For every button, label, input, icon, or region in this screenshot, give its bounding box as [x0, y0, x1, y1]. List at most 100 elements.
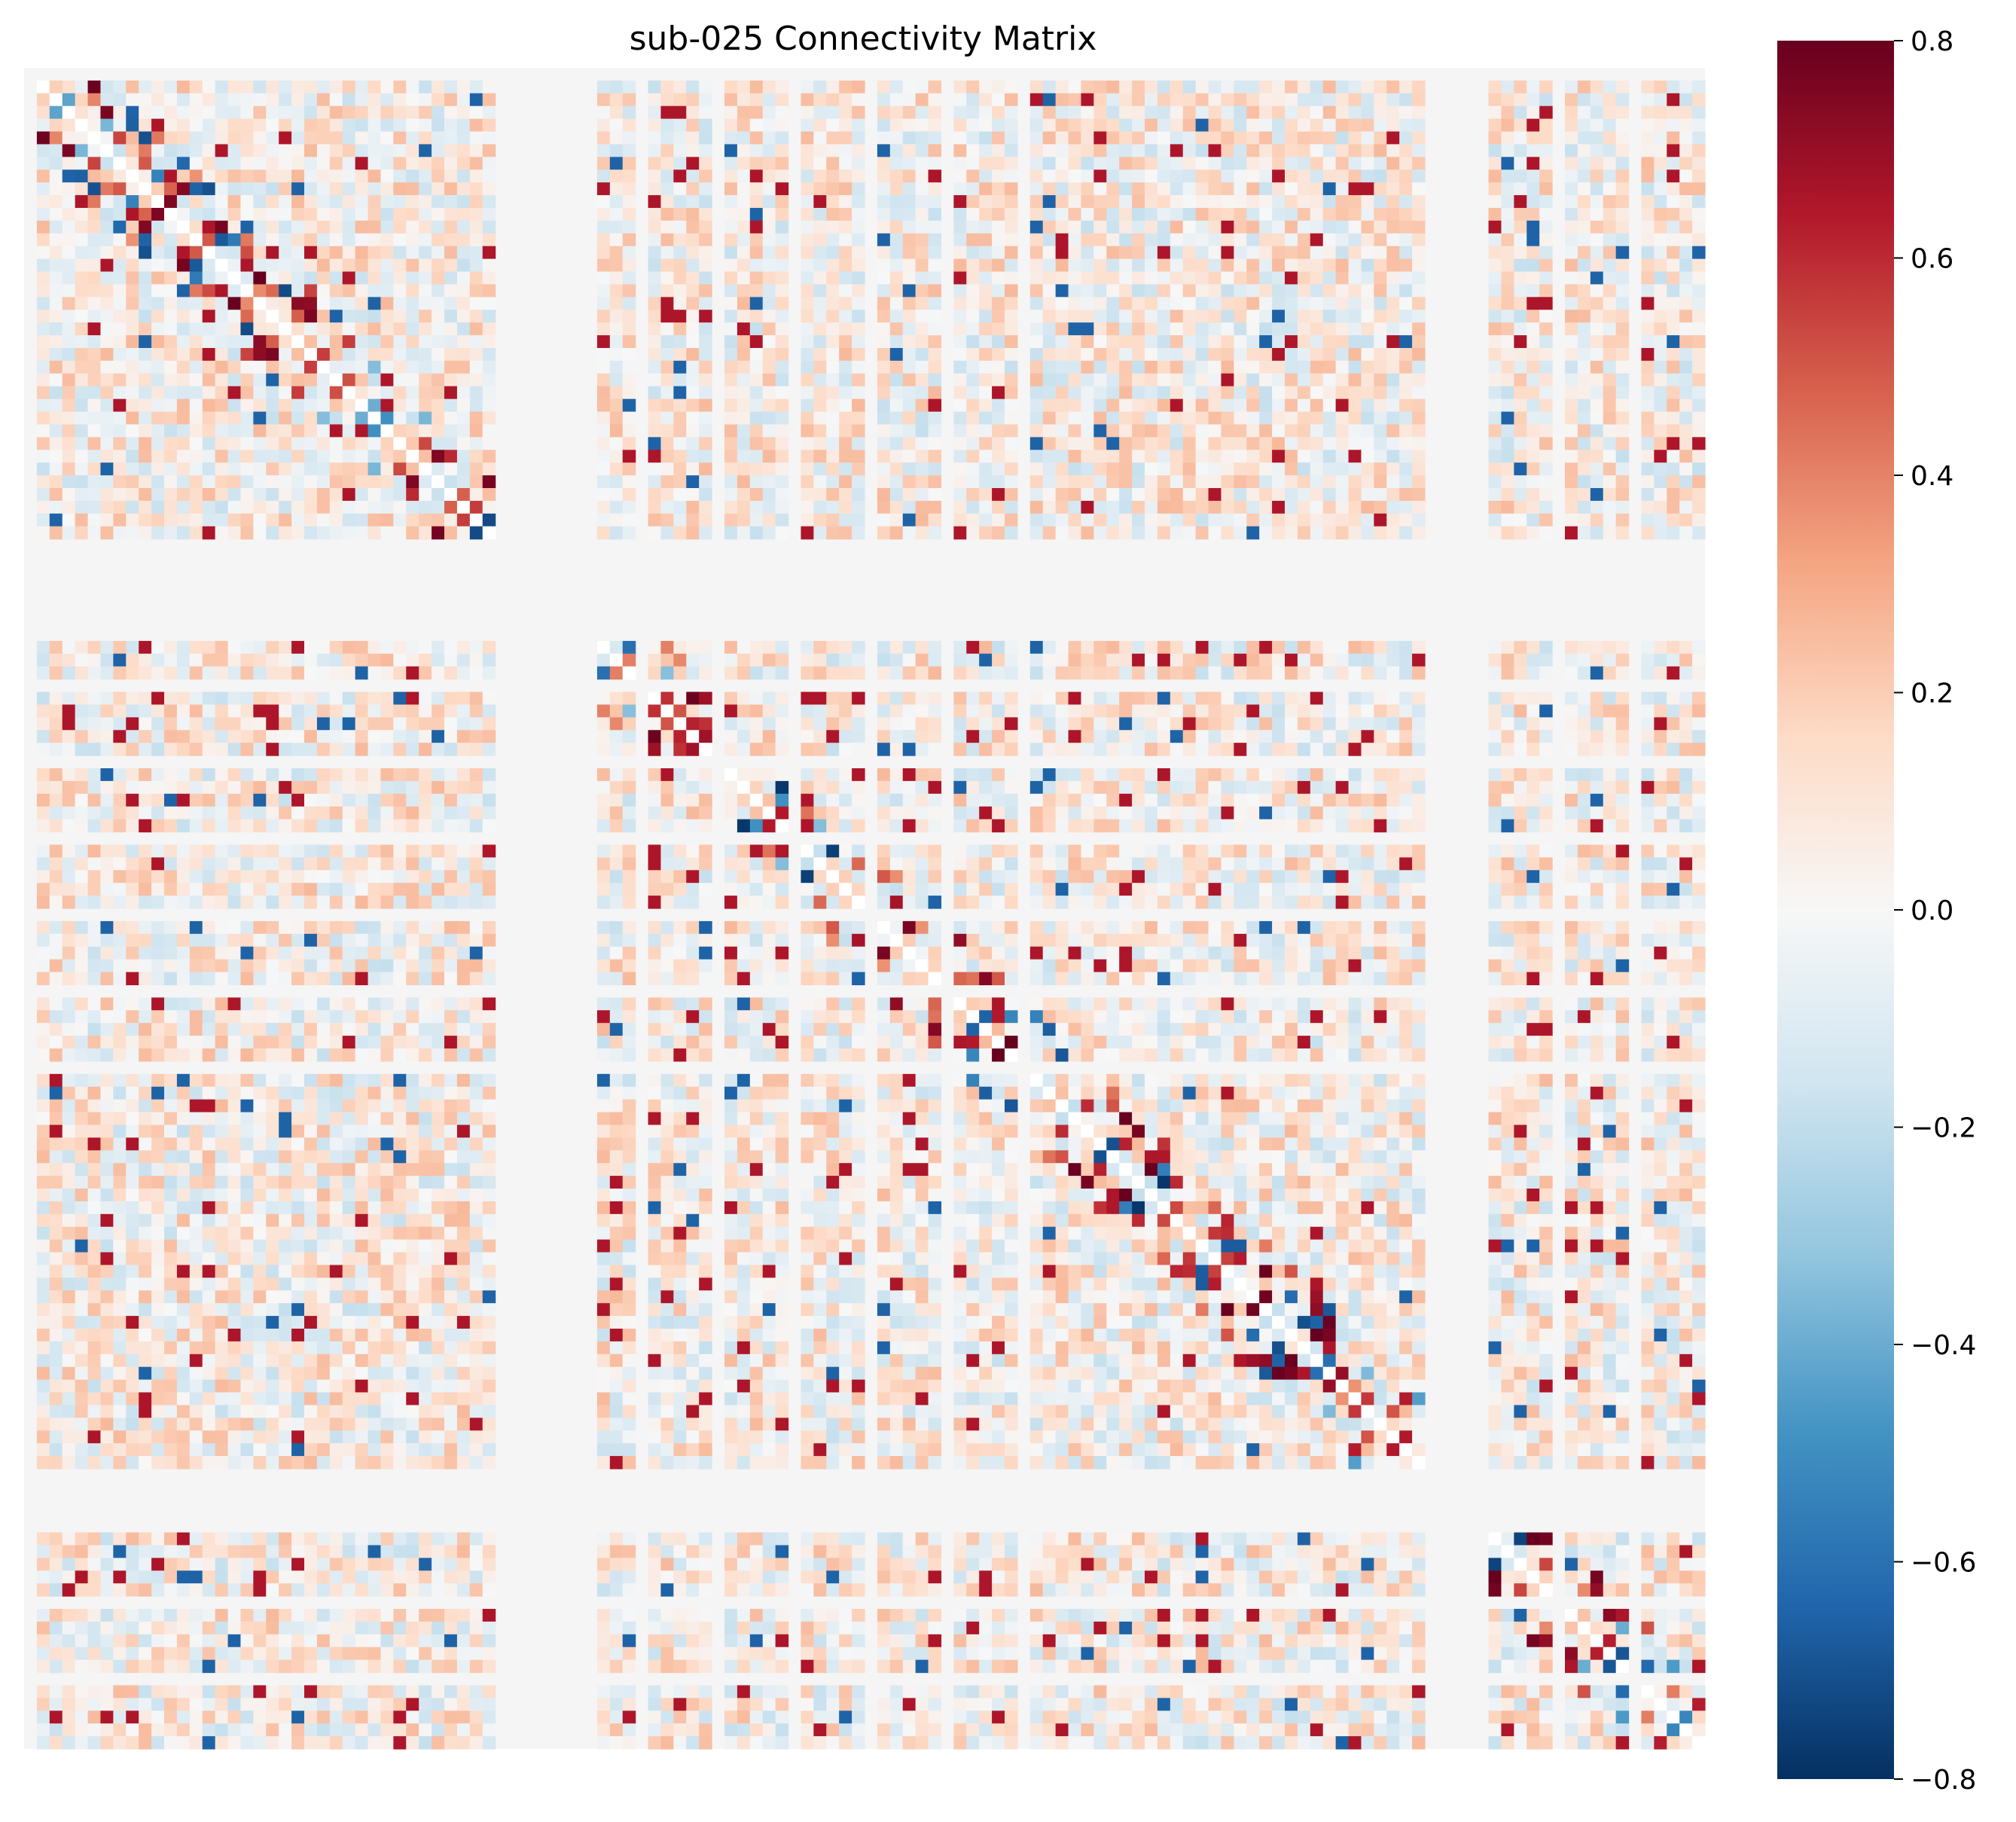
heatmap-cell — [915, 691, 929, 706]
heatmap-cell — [1692, 386, 1706, 400]
heatmap-cell — [1081, 666, 1094, 680]
heatmap-cell — [1590, 691, 1604, 706]
heatmap-cell — [176, 500, 191, 514]
heatmap-cell — [1157, 258, 1171, 273]
heatmap-cell — [456, 310, 471, 323]
heatmap-cell — [724, 513, 738, 527]
heatmap-cell — [342, 233, 356, 247]
heatmap-cell — [444, 513, 458, 527]
heatmap-cell — [1272, 666, 1286, 680]
heatmap-cell — [1234, 462, 1247, 476]
heatmap-cell — [227, 335, 242, 349]
heatmap-cell — [189, 424, 203, 438]
heatmap-cell — [1679, 513, 1693, 527]
heatmap-cell — [164, 424, 178, 438]
heatmap-cell — [928, 653, 942, 667]
heatmap-cell — [1654, 513, 1667, 527]
heatmap-cell — [902, 131, 917, 145]
heatmap-cell — [49, 348, 63, 362]
heatmap-cell — [456, 233, 471, 247]
heatmap-cell — [953, 704, 967, 718]
heatmap-cell — [852, 258, 865, 273]
heatmap-cell — [1145, 322, 1158, 336]
heatmap-cell — [762, 475, 776, 489]
heatmap-cell — [1565, 411, 1578, 426]
heatmap-cell — [775, 743, 789, 756]
heatmap-cell — [979, 360, 993, 374]
heatmap-cell — [202, 271, 216, 285]
heatmap-cell — [622, 80, 636, 94]
heatmap-cell — [393, 271, 407, 285]
heatmap-cell — [928, 462, 942, 476]
heatmap-cell — [482, 297, 496, 310]
heatmap-cell — [877, 730, 891, 743]
heatmap-cell — [419, 475, 432, 489]
heatmap-cell — [164, 144, 178, 157]
heatmap-cell — [762, 373, 776, 387]
heatmap-cell — [393, 284, 407, 298]
heatmap-cell — [1322, 220, 1337, 234]
heatmap-cell — [444, 233, 458, 247]
heatmap-cell — [1272, 131, 1286, 145]
heatmap-cell — [673, 310, 687, 323]
heatmap-cell — [1692, 208, 1706, 221]
heatmap-cell — [648, 233, 662, 247]
heatmap-cell — [240, 704, 254, 718]
heatmap-cell — [1348, 691, 1362, 706]
heatmap-cell — [1221, 475, 1234, 489]
heatmap-cell — [1348, 233, 1362, 247]
heatmap-cell — [291, 398, 305, 413]
heatmap-cell — [1374, 348, 1387, 362]
heatmap-cell — [75, 717, 89, 731]
heatmap-cell — [749, 386, 764, 400]
heatmap-cell — [966, 704, 980, 718]
heatmap-cell — [953, 118, 967, 133]
heatmap-cell — [1042, 271, 1057, 285]
heatmap-cell — [113, 526, 127, 540]
heatmap-cell — [1234, 653, 1247, 667]
heatmap-cell — [877, 233, 891, 247]
heatmap-cell — [432, 398, 445, 413]
heatmap-cell — [329, 398, 343, 413]
heatmap-cell — [75, 131, 89, 145]
heatmap-cell — [1335, 284, 1350, 298]
heatmap-cell — [126, 258, 139, 273]
heatmap-cell — [1310, 437, 1324, 450]
heatmap-cell — [1322, 475, 1337, 489]
heatmap-cell — [62, 195, 76, 209]
heatmap-cell — [342, 450, 356, 463]
heatmap-cell — [1488, 360, 1502, 374]
heatmap-cell — [1285, 730, 1298, 743]
heatmap-cell — [1145, 105, 1158, 120]
heatmap-cell — [749, 411, 764, 426]
heatmap-cell — [1654, 322, 1667, 336]
heatmap-cell — [139, 488, 152, 502]
heatmap-cell — [1182, 182, 1197, 196]
heatmap-cell — [1246, 666, 1260, 680]
heatmap-cell — [1348, 258, 1362, 273]
heatmap-cell — [189, 360, 203, 374]
heatmap-cell — [686, 271, 700, 285]
heatmap-cell — [1348, 131, 1362, 145]
heatmap-cell — [1501, 704, 1514, 718]
heatmap-cell — [1259, 437, 1273, 450]
heatmap-cell — [1654, 743, 1667, 756]
heatmap-cell — [432, 768, 445, 782]
heatmap-cell — [227, 640, 242, 655]
heatmap-cell — [240, 513, 254, 527]
heatmap-cell — [775, 526, 789, 540]
heatmap-cell — [291, 182, 305, 196]
heatmap-cell — [889, 80, 904, 94]
heatmap-cell — [304, 462, 318, 476]
heatmap-cell — [456, 488, 471, 502]
heatmap-cell — [1132, 666, 1145, 680]
heatmap-cell — [749, 730, 764, 743]
heatmap-cell — [826, 348, 840, 362]
heatmap-cell — [1285, 105, 1298, 120]
heatmap-cell — [622, 105, 636, 120]
heatmap-cell — [673, 258, 687, 273]
heatmap-cell — [1195, 208, 1209, 221]
heatmap-cell — [126, 80, 139, 94]
heatmap-cell — [1322, 526, 1337, 540]
heatmap-cell — [189, 80, 203, 94]
